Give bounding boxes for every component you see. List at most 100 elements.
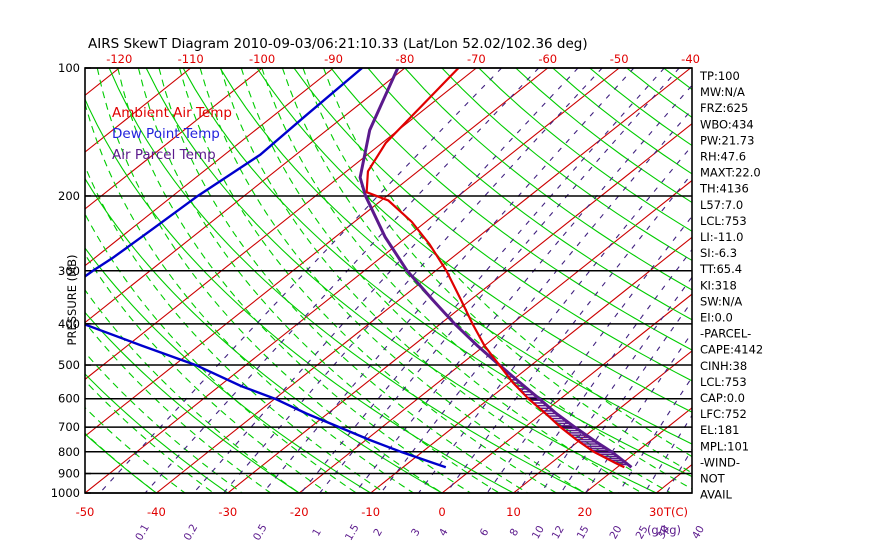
parameter-item: L57:7.0 xyxy=(700,198,743,212)
isotherm-lines xyxy=(85,68,692,493)
mixing-ratio-tick-label: 15 xyxy=(575,524,592,542)
moist-adiabat-line xyxy=(117,68,471,493)
dry-adiabat-line xyxy=(85,97,514,493)
moist-adiabat-line xyxy=(302,68,692,474)
pressure-tick-label: 1000 xyxy=(51,486,80,500)
pressure-tick-label: 200 xyxy=(58,189,80,203)
parameter-item: EL:181 xyxy=(700,423,740,437)
mixing-ratio-line xyxy=(354,84,692,493)
moist-adiabat-line xyxy=(85,289,300,493)
moist-adiabat-lines xyxy=(85,68,692,493)
pressure-tick-label: 900 xyxy=(58,467,80,481)
mixing-ratio-line xyxy=(618,376,692,493)
mixing-ratio-tick-label: 20 xyxy=(607,524,624,542)
isotherm-line xyxy=(441,293,692,493)
top-temp-tick-label: -120 xyxy=(106,52,132,66)
moist-adiabat-line xyxy=(85,164,386,493)
parameter-item: LCL:753 xyxy=(700,214,747,228)
legend-label: Dew Point Temp xyxy=(112,126,220,142)
mixing-ratio-line xyxy=(418,144,692,493)
top-temp-tick-label: -60 xyxy=(538,52,557,66)
dry-adiabat-line xyxy=(293,68,692,382)
moist-adiabat-line xyxy=(281,68,692,490)
bottom-temp-tick-label: -30 xyxy=(218,505,237,519)
mixing-ratio-tick-label: 40 xyxy=(690,524,707,542)
plot-border xyxy=(84,67,693,494)
sounding-curves xyxy=(85,68,633,469)
parameter-item: LFC:752 xyxy=(700,407,747,421)
isotherm-line xyxy=(227,122,692,493)
legend-label: Air Parcel Temp xyxy=(112,147,216,163)
mixing-ratio-line xyxy=(319,68,680,493)
mixing-ratio-line xyxy=(144,68,540,493)
moist-adiabat-line xyxy=(85,321,271,493)
dry-adiabat-line xyxy=(85,311,300,493)
pressure-tick-label: 100 xyxy=(58,61,80,75)
top-temperature-axis-labels: -120 -110 -100 -90 -80 -70 -60 -50 -40 xyxy=(106,52,700,66)
mixing-ratio-line xyxy=(99,68,502,493)
dry-adiabat-line xyxy=(85,373,229,493)
moist-adiabat-line xyxy=(137,68,500,493)
mixing-ratio-line xyxy=(486,215,692,493)
bottom-temp-tick-label: 0 xyxy=(438,505,445,519)
parameter-item: MW:N/A xyxy=(700,85,745,99)
dry-adiabat-line xyxy=(85,247,371,493)
dry-adiabat-line xyxy=(515,68,692,204)
moist-adiabat-line xyxy=(158,68,529,493)
dry-adiabat-line xyxy=(367,68,692,321)
bottom-temp-tick-label: -50 xyxy=(76,505,95,519)
parameter-item: NOT xyxy=(700,472,726,486)
parameter-item: CINH:38 xyxy=(700,359,747,373)
mixing-ratio-tick-label: 10 xyxy=(530,524,547,542)
dry-adiabat-line xyxy=(478,68,692,232)
mixing-ratio-tick-label: 3 xyxy=(409,527,423,539)
pressure-tick-label: 500 xyxy=(58,358,80,372)
parcel-temp-curve xyxy=(358,68,633,469)
x-axis-title-mixing: (g/kg) xyxy=(647,523,681,537)
parameter-item: MAXT:22.0 xyxy=(700,166,761,180)
bottom-temp-tick-label: -20 xyxy=(290,505,309,519)
mixing-ratio-line xyxy=(516,248,692,493)
parameter-item: -PARCEL- xyxy=(700,327,751,341)
y-axis-title: PRESSURE (MB) xyxy=(65,255,79,346)
parameter-item: EI:0.0 xyxy=(700,311,733,325)
parameter-panel: TP:100 MW:N/A FRZ:625 WBO:434 PW:21.73 RH:47.… xyxy=(699,69,763,502)
moist-adiabat-line xyxy=(85,101,414,493)
dry-adiabat-line xyxy=(145,68,657,493)
dry-adiabat-line xyxy=(256,68,692,413)
dry-adiabat-line xyxy=(441,68,692,262)
mixing-ratio-line xyxy=(223,68,603,493)
pressure-axis-labels: 100 200 300 400 500 600 700 800 900 1000 xyxy=(51,61,91,500)
dry-adiabat-line xyxy=(85,177,443,493)
parameter-item: KI:318 xyxy=(700,278,737,292)
bottom-temp-tick-label: 20 xyxy=(578,505,593,519)
parameter-item: LI:-11.0 xyxy=(700,230,743,244)
moist-adiabat-line xyxy=(96,68,443,493)
bottom-temp-tick-label: -10 xyxy=(361,505,380,519)
moist-adiabat-line xyxy=(240,68,643,493)
mixing-ratio-tick-label: 1 xyxy=(310,527,324,539)
mixing-ratio-lines xyxy=(99,68,692,493)
parameter-item: MPL:101 xyxy=(700,439,749,453)
isotherm-line xyxy=(85,68,620,493)
parameter-item: SW:N/A xyxy=(700,294,742,308)
dew-point-curve xyxy=(85,68,447,469)
mixing-ratio-line xyxy=(262,68,635,493)
top-temp-tick-label: -90 xyxy=(324,52,343,66)
dry-adiabat-lines xyxy=(85,68,692,493)
parameter-item: TH:4136 xyxy=(699,182,749,196)
mixing-ratio-tick-label: 25 xyxy=(634,524,651,542)
mixing-ratio-tick-label: 12 xyxy=(550,524,567,542)
page-title: AIRS SkewT Diagram 2010-09-03/06:21:10.3… xyxy=(88,36,588,52)
parameter-item: AVAIL xyxy=(700,488,733,502)
bottom-temp-tick-label: 30 xyxy=(649,505,664,519)
isotherm-line xyxy=(85,68,549,437)
legend-label: Ambient Air Temp xyxy=(112,105,232,121)
parameter-item: RH:47.6 xyxy=(700,150,746,164)
dry-adiabat-line xyxy=(219,68,692,445)
isotherm-line xyxy=(584,407,692,493)
bottom-temp-tick-label: -40 xyxy=(147,505,166,519)
